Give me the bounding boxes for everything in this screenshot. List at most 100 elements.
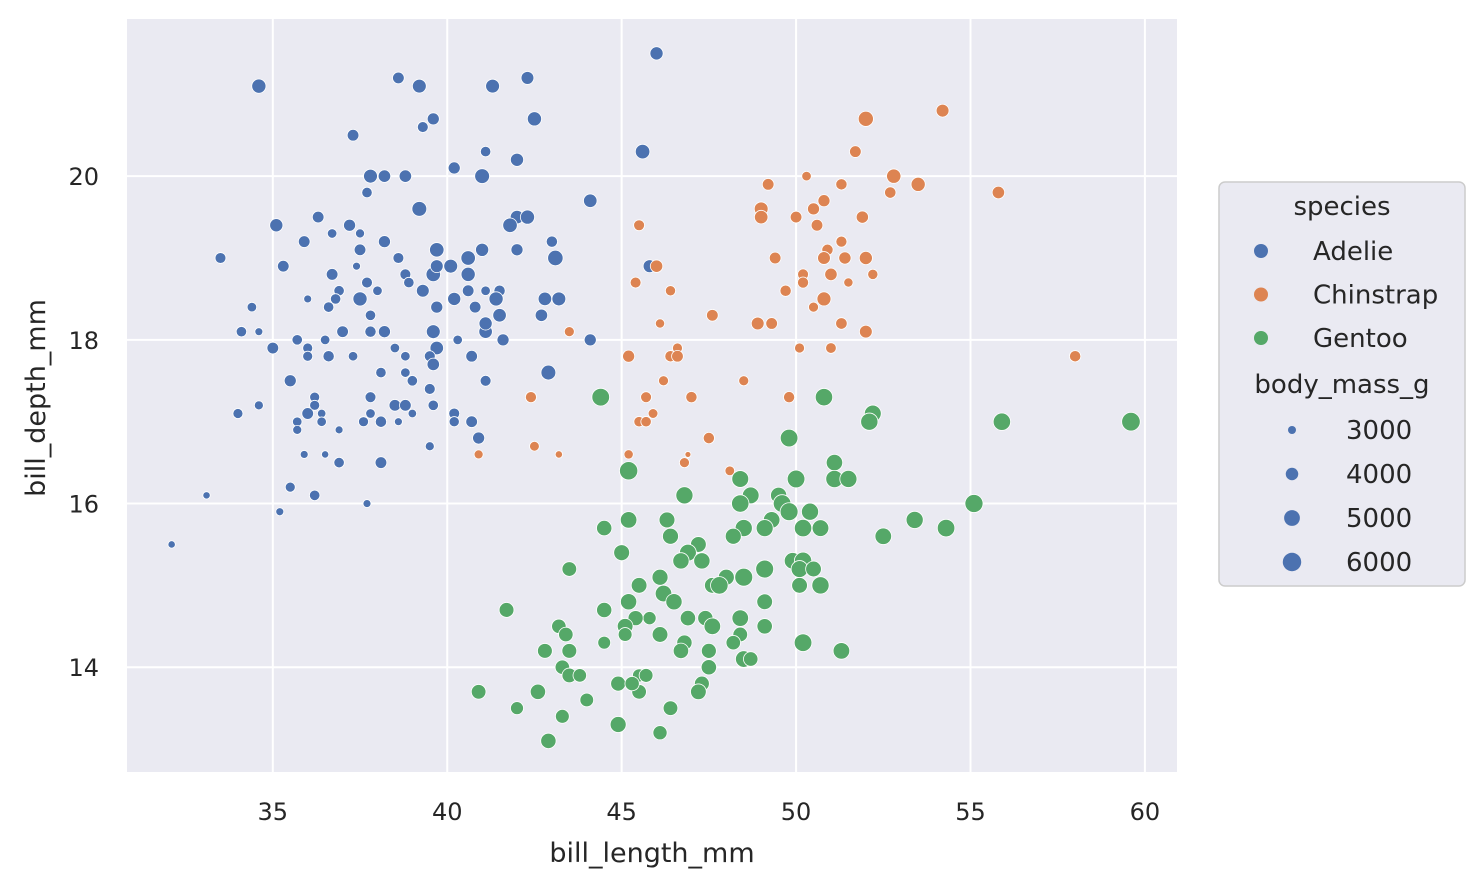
- data-point-adelie: [343, 218, 357, 232]
- data-point-adelie: [283, 374, 297, 388]
- data-point-adelie: [478, 316, 493, 331]
- data-point-chinstrap: [554, 450, 563, 459]
- data-point-gentoo: [609, 716, 627, 733]
- data-point-chinstrap: [835, 317, 848, 330]
- data-point-chinstrap: [658, 375, 669, 387]
- data-point-chinstrap: [654, 318, 666, 329]
- data-point-adelie: [468, 300, 482, 314]
- data-point-adelie: [485, 78, 500, 94]
- data-point-adelie: [251, 78, 267, 94]
- data-point-adelie: [460, 250, 476, 266]
- data-point-adelie: [427, 399, 439, 411]
- data-point-gentoo: [529, 683, 547, 700]
- data-point-gentoo: [793, 518, 813, 538]
- data-point-adelie: [415, 283, 430, 298]
- data-point-adelie: [400, 367, 411, 378]
- data-point-gentoo: [860, 412, 879, 431]
- data-point-gentoo: [561, 643, 578, 659]
- data-point-adelie: [372, 285, 383, 296]
- data-point-gentoo: [620, 593, 638, 611]
- data-point-chinstrap: [935, 103, 950, 118]
- data-point-adelie: [416, 121, 429, 133]
- data-point-gentoo: [658, 511, 676, 529]
- data-point-adelie: [488, 291, 504, 307]
- data-point-chinstrap: [835, 178, 848, 191]
- data-point-gentoo: [793, 633, 813, 652]
- data-point-adelie: [398, 169, 413, 183]
- data-point-chinstrap: [679, 457, 690, 469]
- data-point-adelie: [429, 259, 444, 274]
- data-point-gentoo: [734, 567, 754, 587]
- data-point-adelie: [583, 193, 598, 208]
- data-point-gentoo: [510, 701, 524, 716]
- data-point-chinstrap: [884, 186, 897, 199]
- data-point-adelie: [321, 450, 330, 459]
- data-point-gentoo: [905, 510, 924, 529]
- data-point-adelie: [214, 252, 227, 264]
- data-point-adelie: [301, 407, 314, 420]
- data-point-adelie: [429, 242, 445, 258]
- data-point-adelie: [429, 340, 444, 356]
- data-point-chinstrap: [810, 218, 824, 232]
- data-point-chinstrap: [849, 145, 862, 158]
- data-point-gentoo: [638, 668, 654, 683]
- legend-marker-chinstrap: [1254, 287, 1268, 302]
- data-point-gentoo: [591, 387, 610, 407]
- data-point-chinstrap: [622, 349, 636, 363]
- data-point-gentoo: [561, 561, 578, 577]
- data-point-chinstrap: [529, 440, 540, 452]
- data-point-chinstrap: [794, 342, 805, 354]
- data-point-adelie: [309, 399, 321, 411]
- data-point-gentoo: [579, 692, 595, 708]
- data-point-chinstrap: [563, 326, 575, 338]
- data-point-gentoo: [791, 577, 808, 594]
- data-point-gentoo: [779, 428, 799, 448]
- legend-label-chinstrap: Chinstrap: [1313, 281, 1438, 311]
- data-point-gentoo: [756, 618, 773, 635]
- data-point-gentoo: [805, 560, 822, 578]
- data-point-gentoo: [630, 577, 648, 594]
- legend-label-gentoo: Gentoo: [1313, 324, 1408, 354]
- data-point-adelie: [452, 334, 463, 346]
- data-point-gentoo: [642, 611, 657, 626]
- data-point-gentoo: [731, 470, 750, 488]
- data-point-gentoo: [755, 519, 774, 538]
- data-point-gentoo: [597, 635, 612, 650]
- data-point-chinstrap: [867, 268, 879, 280]
- data-point-adelie: [365, 408, 376, 419]
- data-point-adelie: [374, 415, 388, 428]
- data-point-adelie: [583, 333, 597, 347]
- data-point-adelie: [425, 324, 441, 340]
- data-point-adelie: [299, 450, 309, 459]
- data-point-adelie: [309, 489, 321, 501]
- data-point-adelie: [448, 416, 460, 428]
- data-point-adelie: [269, 218, 284, 233]
- data-point-adelie: [202, 491, 211, 500]
- legend-marker-adelie: [1254, 244, 1268, 258]
- data-point-chinstrap: [647, 408, 659, 419]
- data-point-adelie: [346, 128, 360, 142]
- data-point-adelie: [634, 143, 651, 160]
- data-point-adelie: [347, 351, 359, 362]
- data-point-chinstrap: [855, 210, 869, 224]
- data-point-chinstrap: [473, 449, 484, 460]
- data-point-chinstrap: [858, 250, 873, 265]
- data-point-gentoo: [619, 511, 638, 529]
- data-point-chinstrap: [640, 391, 652, 403]
- legend-size-marker: [1284, 510, 1300, 526]
- data-point-adelie: [352, 291, 368, 307]
- data-point-chinstrap: [629, 276, 642, 289]
- data-point-chinstrap: [750, 316, 765, 331]
- y-tick-label: 20: [68, 163, 99, 191]
- data-point-gentoo: [690, 683, 707, 701]
- data-point-adelie: [465, 415, 478, 428]
- data-point-gentoo: [679, 609, 697, 627]
- data-point-chinstrap: [684, 451, 692, 458]
- data-point-adelie: [423, 383, 436, 395]
- data-point-chinstrap: [843, 277, 854, 288]
- x-tick-label: 60: [1130, 798, 1161, 826]
- data-point-adelie: [322, 301, 335, 313]
- data-point-chinstrap: [765, 317, 778, 330]
- data-point-chinstrap: [838, 251, 852, 265]
